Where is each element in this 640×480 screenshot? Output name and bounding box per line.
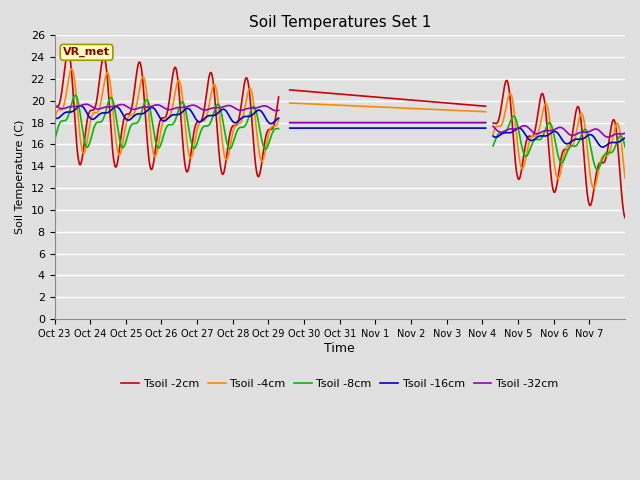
Tsoil -32cm bbox=[325, 120, 333, 125]
Line: Tsoil -4cm: Tsoil -4cm bbox=[54, 69, 625, 188]
Tsoil -4cm bbox=[475, 108, 483, 114]
Tsoil -8cm bbox=[51, 138, 58, 144]
Tsoil -8cm bbox=[314, 120, 322, 125]
Tsoil -8cm bbox=[140, 102, 148, 108]
Tsoil -4cm bbox=[51, 118, 58, 123]
Tsoil -32cm bbox=[51, 102, 58, 108]
Tsoil -16cm bbox=[621, 135, 629, 141]
Tsoil -2cm bbox=[314, 89, 322, 95]
Tsoil -32cm bbox=[614, 131, 622, 137]
Tsoil -8cm bbox=[475, 120, 483, 125]
Tsoil -16cm bbox=[314, 125, 322, 131]
Tsoil -2cm bbox=[621, 215, 629, 221]
Tsoil -2cm bbox=[140, 89, 148, 95]
Tsoil -16cm bbox=[475, 125, 483, 131]
Tsoil -16cm bbox=[614, 139, 622, 145]
Tsoil -4cm bbox=[621, 175, 629, 180]
Tsoil -8cm bbox=[621, 144, 629, 150]
Text: VR_met: VR_met bbox=[63, 47, 110, 58]
Tsoil -8cm bbox=[558, 160, 566, 166]
Line: Tsoil -8cm: Tsoil -8cm bbox=[54, 96, 625, 169]
Line: Tsoil -2cm: Tsoil -2cm bbox=[54, 51, 625, 218]
Tsoil -2cm bbox=[475, 103, 483, 108]
Tsoil -16cm bbox=[558, 137, 566, 143]
Tsoil -16cm bbox=[140, 110, 148, 116]
Tsoil -32cm bbox=[140, 104, 148, 110]
X-axis label: Time: Time bbox=[324, 342, 355, 355]
Y-axis label: Soil Temperature (C): Soil Temperature (C) bbox=[15, 120, 25, 234]
Tsoil -16cm bbox=[51, 114, 58, 120]
Tsoil -2cm bbox=[558, 151, 566, 156]
Tsoil -4cm bbox=[558, 161, 566, 167]
Tsoil -32cm bbox=[558, 125, 566, 131]
Tsoil -8cm bbox=[614, 137, 622, 143]
Line: Tsoil -32cm: Tsoil -32cm bbox=[54, 104, 625, 137]
Tsoil -32cm bbox=[314, 120, 322, 125]
Tsoil -4cm bbox=[614, 121, 622, 127]
Title: Soil Temperatures Set 1: Soil Temperatures Set 1 bbox=[248, 15, 431, 30]
Tsoil -16cm bbox=[325, 125, 333, 131]
Line: Tsoil -16cm: Tsoil -16cm bbox=[54, 106, 625, 147]
Legend: Tsoil -2cm, Tsoil -4cm, Tsoil -8cm, Tsoil -16cm, Tsoil -32cm: Tsoil -2cm, Tsoil -4cm, Tsoil -8cm, Tsoi… bbox=[117, 374, 563, 393]
Tsoil -2cm bbox=[325, 90, 333, 96]
Tsoil -4cm bbox=[325, 102, 333, 108]
Tsoil -32cm bbox=[475, 120, 483, 125]
Tsoil -2cm bbox=[614, 144, 622, 150]
Tsoil -8cm bbox=[325, 120, 333, 125]
Tsoil -4cm bbox=[140, 74, 148, 80]
Tsoil -4cm bbox=[314, 101, 322, 107]
Tsoil -2cm bbox=[51, 104, 58, 110]
Tsoil -32cm bbox=[621, 130, 629, 136]
